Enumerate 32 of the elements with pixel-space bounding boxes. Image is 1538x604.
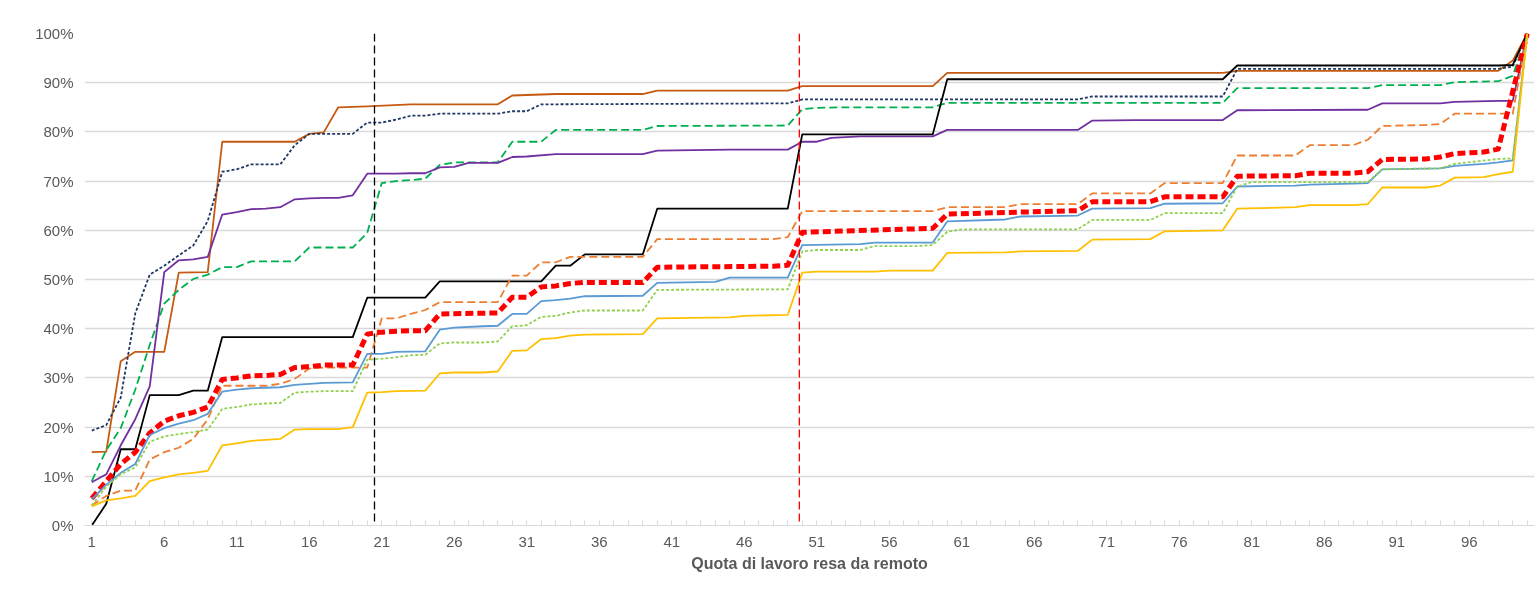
x-tick-label: 51 (808, 532, 826, 550)
y-tick-label: 40% (43, 320, 74, 338)
x-tick-label: 81 (1243, 532, 1261, 550)
x-tick-label: 41 (663, 532, 681, 550)
y-tick-label: 20% (43, 418, 74, 436)
x-tick-label: 66 (1025, 532, 1043, 550)
x-tick-label: 46 (735, 532, 753, 550)
x-tick-label: 56 (880, 532, 898, 550)
y-tick-label: 30% (43, 369, 74, 387)
x-tick-label: 76 (1170, 532, 1188, 550)
x-axis-title: Quota di lavoro resa da remoto (691, 554, 928, 572)
x-tick-label: 91 (1388, 532, 1406, 550)
x-tick-label: 31 (518, 532, 536, 550)
x-tick-label: 6 (160, 532, 169, 550)
y-tick-label: 50% (43, 271, 74, 288)
x-tick-label: 1 (87, 532, 96, 550)
y-tick-label: 90% (43, 74, 74, 92)
x-tick-label: 96 (1460, 532, 1478, 550)
x-tick-label: 71 (1098, 532, 1116, 550)
x-tick-label: 86 (1315, 532, 1333, 550)
x-tick-label: 16 (300, 532, 318, 550)
x-tick-label: 26 (445, 532, 463, 550)
y-tick-label: 60% (43, 221, 74, 239)
y-tick-label: 80% (43, 123, 74, 141)
x-tick-label: 11 (228, 532, 245, 550)
y-tick-label: 10% (43, 467, 74, 485)
x-tick-label: 61 (953, 532, 971, 550)
y-tick-label: 70% (43, 172, 74, 190)
y-tick-label: 100% (35, 25, 74, 42)
x-tick-label: 36 (590, 532, 608, 550)
y-tick-label: 0% (51, 517, 74, 534)
x-tick-label: 21 (373, 532, 391, 550)
